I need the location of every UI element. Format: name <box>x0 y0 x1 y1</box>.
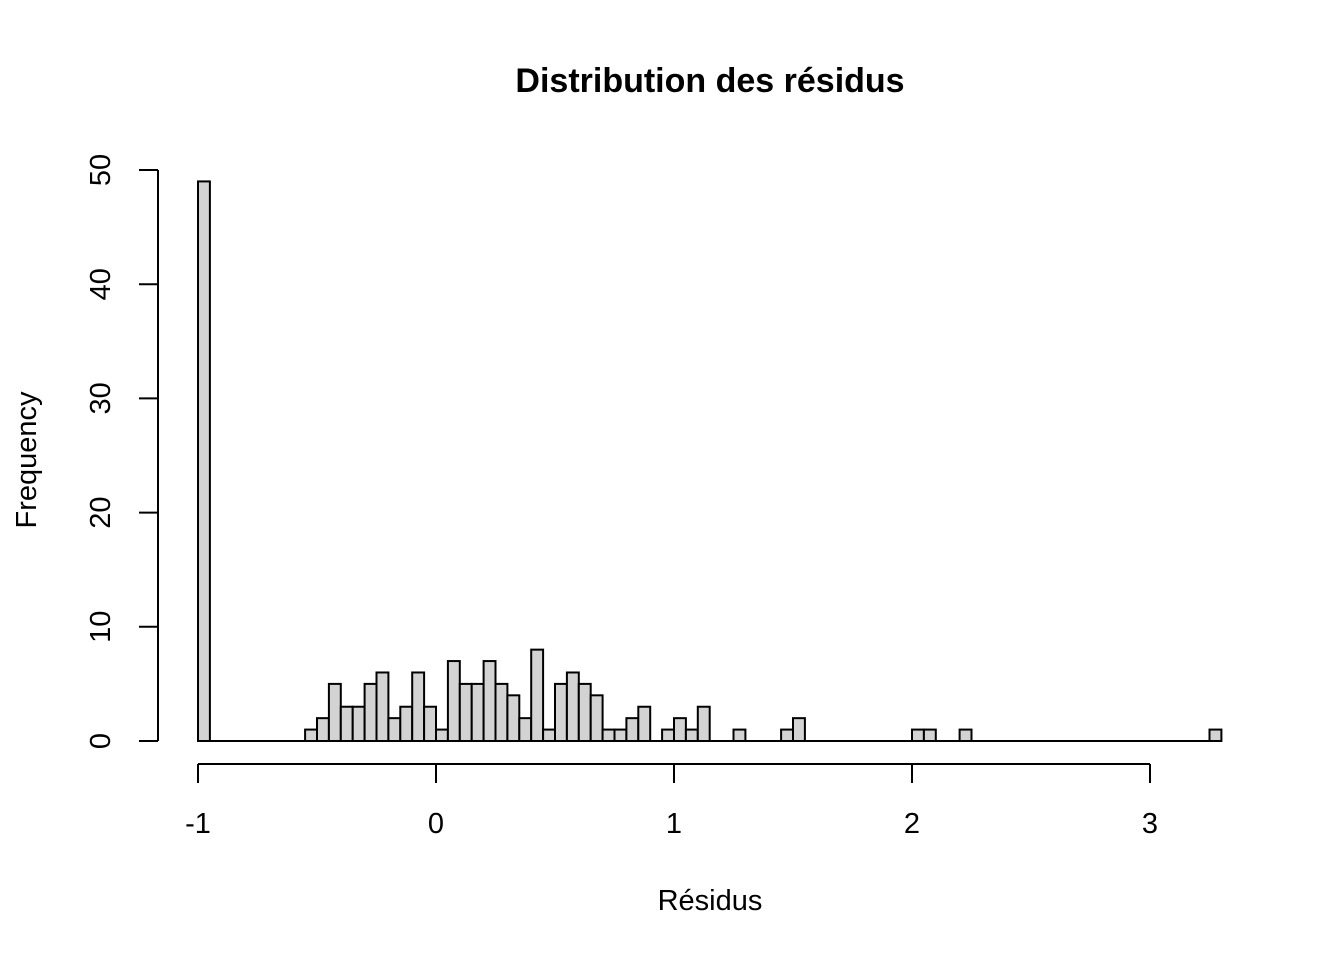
histogram-bar <box>673 717 687 742</box>
histogram-bar <box>542 728 556 743</box>
histogram-bar <box>458 682 473 743</box>
bars-group <box>197 180 1223 743</box>
histogram-bar <box>554 682 568 743</box>
histogram-bar <box>601 728 616 743</box>
histogram-bar <box>327 682 342 743</box>
histogram-bar <box>565 671 580 742</box>
histogram-bar <box>577 682 592 743</box>
histogram-bar <box>494 682 509 743</box>
histogram-bar <box>732 728 747 743</box>
y-tick-label: 10 <box>85 611 117 643</box>
histogram-bar <box>304 728 319 743</box>
x-tick-label: -1 <box>185 808 211 840</box>
histogram-bar <box>780 728 794 743</box>
histogram-bar <box>625 717 640 742</box>
histogram-bar <box>411 671 426 742</box>
histogram-bar <box>316 717 330 742</box>
histogram-bar <box>661 728 675 743</box>
y-tick-label: 40 <box>85 268 117 300</box>
histogram-bar <box>351 705 366 742</box>
histogram-bar <box>922 728 937 743</box>
histogram-bar <box>363 682 378 743</box>
y-tick-label: 30 <box>85 382 117 414</box>
histogram-bar <box>375 671 390 742</box>
histogram-bar <box>792 717 806 742</box>
histogram-bar <box>530 648 545 743</box>
y-tick-label: 50 <box>85 154 117 186</box>
histogram-bar <box>387 717 402 742</box>
histogram-bar <box>506 694 521 743</box>
histogram-bar <box>197 180 211 743</box>
y-axis-label: Frequency <box>11 391 43 529</box>
histogram-bar <box>470 682 485 743</box>
x-tick-label: 2 <box>904 808 920 840</box>
histogram-bar <box>423 705 438 742</box>
histogram-bar <box>911 728 925 743</box>
histogram-bar <box>589 694 604 743</box>
histogram-bar <box>446 660 461 742</box>
histogram-bar <box>435 728 449 743</box>
y-tick-label: 20 <box>85 496 117 528</box>
histogram-bar <box>696 705 711 742</box>
x-tick-label: 1 <box>666 808 682 840</box>
x-axis: -1 0 1 2 3 <box>185 763 1158 840</box>
y-axis: 0 10 20 30 40 50 <box>85 154 159 749</box>
histogram-bar <box>482 660 497 742</box>
x-tick-label: 3 <box>1142 808 1158 840</box>
histogram-bar <box>958 728 973 743</box>
histogram-bar <box>1208 728 1223 743</box>
x-axis-label: Résidus <box>658 885 763 917</box>
histogram-bar <box>637 705 652 742</box>
histogram-bar <box>684 728 699 743</box>
histogram-bar <box>518 717 533 742</box>
histogram-bar <box>613 728 628 743</box>
histogram-bar <box>399 705 414 742</box>
y-tick-label: 0 <box>85 733 117 749</box>
chart-title: Distribution des résidus <box>515 62 904 100</box>
x-tick-label: 0 <box>428 808 444 840</box>
histogram-bar <box>339 705 354 742</box>
